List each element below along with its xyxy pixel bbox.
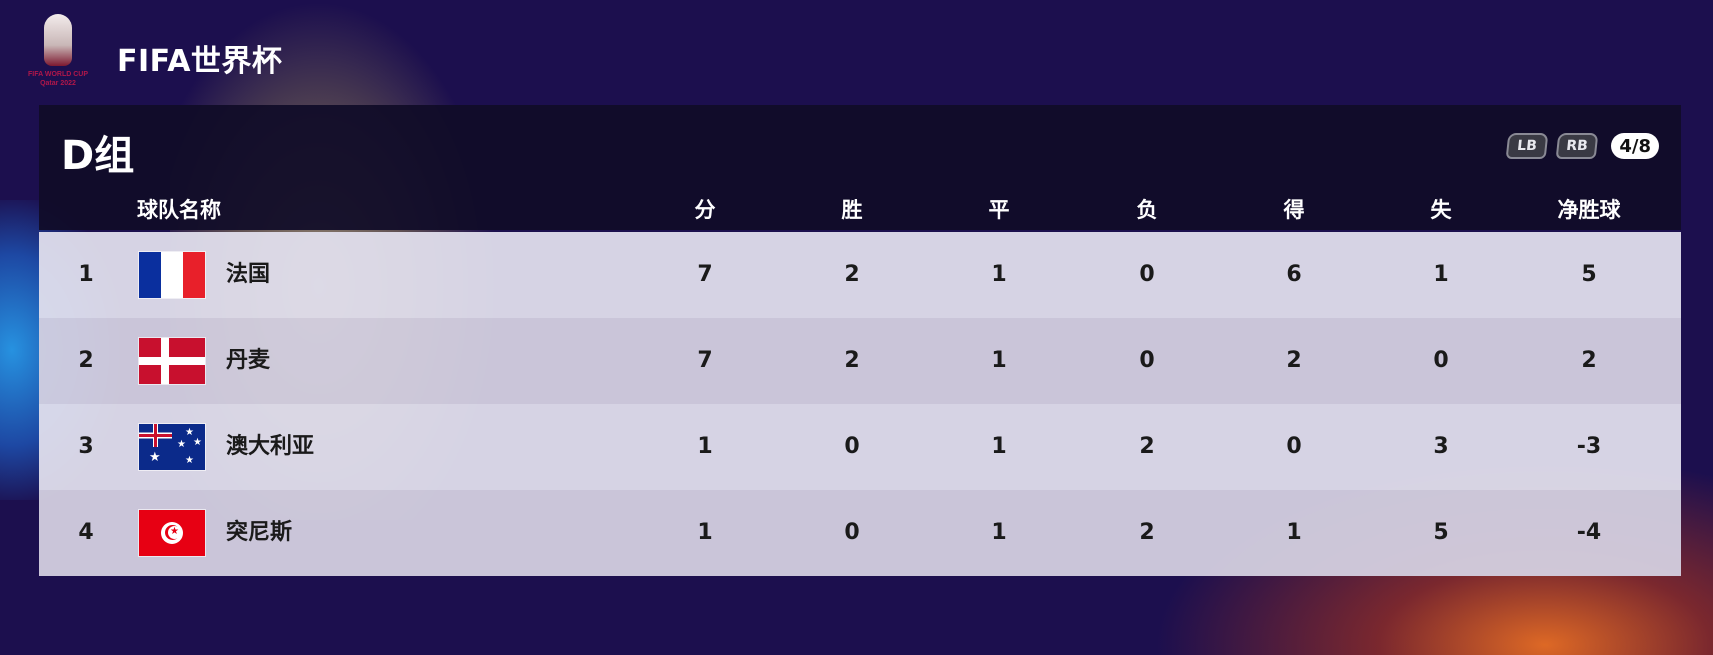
group-standings-panel: D组 LB RB 4/8 球队名称 分 胜 平 负 得 失 净胜球 1 法国 7…	[39, 105, 1681, 577]
wins: 2	[844, 262, 860, 287]
table-row[interactable]: 4 ★ 突尼斯 1 0 1 2 1 5 -4	[39, 490, 1681, 576]
table-row[interactable]: 1 法国 7 2 1 0 6 1 5	[39, 232, 1681, 318]
goals-for: 6	[1286, 262, 1302, 287]
team-name: 丹麦	[226, 348, 271, 373]
draws: 1	[991, 434, 1007, 459]
panel-header: D组 LB RB 4/8 球队名称 分 胜 平 负 得 失 净胜球	[39, 105, 1681, 230]
logo-text-line1: FIFA WORLD CUP	[27, 71, 88, 78]
goals-against: 0	[1433, 348, 1449, 373]
draws: 1	[991, 348, 1007, 373]
column-header-goal-diff: 净胜球	[1557, 198, 1621, 222]
goal-diff: 5	[1581, 262, 1597, 287]
losses: 2	[1139, 520, 1155, 545]
team-name: 法国	[226, 262, 271, 287]
app-title: FIFA世界杯	[117, 44, 283, 79]
wins: 2	[844, 348, 860, 373]
rb-button[interactable]: RB	[1556, 133, 1599, 159]
losses: 0	[1139, 348, 1155, 373]
star-icon: ★	[149, 450, 161, 465]
column-header-draws: 平	[988, 198, 1010, 222]
rank: 1	[78, 262, 94, 287]
table-row[interactable]: 2 丹麦 7 2 1 0 2 0 2	[39, 318, 1681, 404]
page-indicator: 4/8	[1611, 133, 1659, 159]
column-header-team: 球队名称	[137, 198, 221, 222]
union-jack-icon	[139, 424, 172, 447]
wins: 0	[844, 520, 860, 545]
column-header-goals-against: 失	[1430, 198, 1452, 222]
goals-against: 3	[1433, 434, 1449, 459]
france-flag-icon	[139, 252, 205, 298]
goals-against: 5	[1433, 520, 1449, 545]
column-header-points: 分	[694, 198, 716, 222]
star-icon: ★	[193, 437, 202, 448]
points: 7	[697, 262, 713, 287]
losses: 0	[1139, 262, 1155, 287]
australia-flag-icon: ★ ★ ★ ★ ★	[139, 424, 205, 470]
column-header-goals-for: 得	[1283, 198, 1305, 222]
draws: 1	[991, 520, 1007, 545]
points: 7	[697, 348, 713, 373]
goals-for: 0	[1286, 434, 1302, 459]
tunisia-flag-icon: ★	[139, 510, 205, 556]
points: 1	[697, 434, 713, 459]
rank: 2	[78, 348, 94, 373]
standings-rows: 1 法国 7 2 1 0 6 1 5 2 丹麦 7 2 1 0 2 0 2 3	[39, 232, 1681, 576]
trophy-icon	[44, 14, 72, 66]
denmark-flag-icon	[139, 338, 205, 384]
logo-text-line2: Qatar 2022	[40, 80, 76, 87]
star-icon: ★	[185, 455, 194, 466]
lb-button[interactable]: LB	[1506, 133, 1549, 159]
column-header-wins: 胜	[841, 198, 863, 222]
table-row[interactable]: 3 ★ ★ ★ ★ ★ 澳大利亚 1 0 1 2 0 3 -3	[39, 404, 1681, 490]
points: 1	[697, 520, 713, 545]
goal-diff: -4	[1576, 520, 1602, 545]
star-icon: ★	[177, 439, 186, 450]
group-title: D组	[61, 133, 135, 179]
page-controls: LB RB 4/8	[1506, 131, 1659, 161]
losses: 2	[1139, 434, 1155, 459]
goal-diff: 2	[1581, 348, 1597, 373]
wins: 0	[844, 434, 860, 459]
goals-for: 2	[1286, 348, 1302, 373]
world-cup-logo: FIFA WORLD CUP Qatar 2022	[22, 14, 94, 96]
column-header-losses: 负	[1136, 198, 1158, 222]
goals-for: 1	[1286, 520, 1302, 545]
star-icon: ★	[170, 526, 179, 537]
rank: 3	[78, 434, 94, 459]
star-icon: ★	[185, 427, 194, 438]
rank: 4	[78, 520, 94, 545]
goals-against: 1	[1433, 262, 1449, 287]
team-name: 澳大利亚	[226, 434, 315, 459]
draws: 1	[991, 262, 1007, 287]
team-name: 突尼斯	[226, 520, 293, 545]
goal-diff: -3	[1576, 434, 1602, 459]
